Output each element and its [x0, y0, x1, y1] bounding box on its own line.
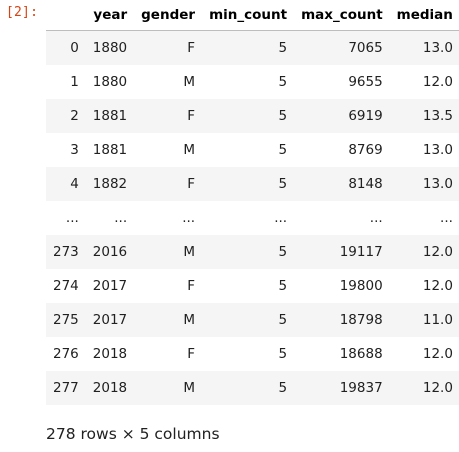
cell-year: 2016 — [92, 244, 128, 260]
row-index: 276 — [53, 346, 79, 362]
row-index: 4 — [70, 176, 79, 192]
cell-gender: F — [187, 346, 196, 362]
cell-median: ... — [440, 210, 453, 226]
cell-min-count: 5 — [278, 108, 288, 124]
cell-gender: M — [183, 74, 196, 90]
column-header-year: year — [85, 0, 135, 31]
dataframe-table: year gender min_count max_count median 0 1880… — [46, 0, 459, 405]
cell-year: 1881 — [92, 142, 128, 158]
cell-output: year gender min_count max_count median 0 1880… — [46, 0, 459, 405]
table-row: 275 2017 M 5 18798 11.0 — [46, 303, 459, 337]
column-header-gender: gender — [134, 0, 203, 31]
cell-gender: M — [183, 312, 196, 328]
row-index: 3 — [70, 142, 79, 158]
cell-max-count: 7065 — [348, 40, 383, 56]
shape-info: 278 rows × 5 columns — [46, 425, 220, 443]
cell-min-count: 5 — [278, 176, 288, 192]
row-index: 1 — [70, 74, 79, 90]
cell-median: 13.5 — [422, 108, 453, 124]
cell-min-count: 5 — [278, 312, 288, 328]
cell-year: 1880 — [92, 74, 128, 90]
cell-gender: M — [183, 142, 196, 158]
cell-year: 2017 — [92, 278, 128, 294]
cell-max-count: 19837 — [339, 380, 383, 396]
cell-median: 12.0 — [422, 74, 453, 90]
cell-year: ... — [114, 210, 128, 226]
row-index: 0 — [70, 40, 79, 56]
table-row: 276 2018 F 5 18688 12.0 — [46, 337, 459, 371]
cell-max-count: 19800 — [339, 278, 383, 294]
table-header: year gender min_count max_count median — [46, 0, 459, 31]
cell-max-count: 8148 — [348, 176, 383, 192]
column-header-min-count: min_count — [202, 0, 295, 31]
row-index: ... — [65, 210, 79, 226]
cell-median: 12.0 — [422, 380, 453, 396]
cell-min-count: 5 — [278, 142, 288, 158]
cell-gender: F — [187, 40, 196, 56]
cell-median: 13.0 — [422, 40, 453, 56]
ellipsis-row: .................. — [46, 201, 459, 235]
cell-median: 12.0 — [422, 346, 453, 362]
column-header-median: median — [389, 0, 459, 31]
cell-min-count: 5 — [278, 380, 288, 396]
table-row: 3 1881 M 5 8769 13.0 — [46, 133, 459, 167]
header-row: year gender min_count max_count median — [46, 0, 459, 31]
row-index: 274 — [53, 278, 79, 294]
table-row: 2 1881 F 5 6919 13.5 — [46, 99, 459, 133]
cell-year: 2018 — [92, 380, 128, 396]
cell-max-count: 9655 — [348, 74, 383, 90]
cell-median: 13.0 — [422, 176, 453, 192]
row-index: 273 — [53, 244, 79, 260]
cell-gender: F — [187, 176, 196, 192]
cell-min-count: 5 — [278, 346, 288, 362]
row-index: 277 — [53, 380, 79, 396]
cell-max-count: 8769 — [348, 142, 383, 158]
column-header-max-count: max_count — [294, 0, 390, 31]
table-row: 274 2017 F 5 19800 12.0 — [46, 269, 459, 303]
cell-min-count: 5 — [278, 40, 288, 56]
cell-min-count: 5 — [278, 74, 288, 90]
cell-max-count: 19117 — [339, 244, 383, 260]
table-row: 0 1880 F 5 7065 13.0 — [46, 30, 459, 65]
cell-median: 13.0 — [422, 142, 453, 158]
cell-max-count: ... — [369, 210, 383, 226]
cell-prompt: [2]: — [6, 5, 39, 20]
table-row: 4 1882 F 5 8148 13.0 — [46, 167, 459, 201]
cell-year: 1882 — [92, 176, 128, 192]
cell-max-count: 18688 — [339, 346, 383, 362]
cell-median: 12.0 — [422, 278, 453, 294]
table-row: 1 1880 M 5 9655 12.0 — [46, 65, 459, 99]
cell-median: 11.0 — [422, 312, 453, 328]
cell-gender: M — [183, 244, 196, 260]
index-header — [46, 0, 86, 31]
cell-year: 1880 — [92, 40, 128, 56]
cell-max-count: 18798 — [339, 312, 383, 328]
cell-gender: F — [187, 278, 196, 294]
cell-gender: ... — [182, 210, 196, 226]
cell-gender: M — [183, 380, 196, 396]
table-row: 273 2016 M 5 19117 12.0 — [46, 235, 459, 269]
cell-min-count: 5 — [278, 278, 288, 294]
cell-max-count: 6919 — [348, 108, 383, 124]
table-body: 0 1880 F 5 7065 13.0 1 1880 M 5 9655 12.0 2 1881 F 5 691… — [46, 30, 459, 405]
row-index: 2 — [70, 108, 79, 124]
row-index: 275 — [53, 312, 79, 328]
cell-min-count: 5 — [278, 244, 288, 260]
cell-year: 2017 — [92, 312, 128, 328]
cell-min-count: ... — [274, 210, 288, 226]
cell-year: 2018 — [92, 346, 128, 362]
table-row: 277 2018 M 5 19837 12.0 — [46, 371, 459, 405]
cell-median: 12.0 — [422, 244, 453, 260]
cell-year: 1881 — [92, 108, 128, 124]
cell-gender: F — [187, 108, 196, 124]
